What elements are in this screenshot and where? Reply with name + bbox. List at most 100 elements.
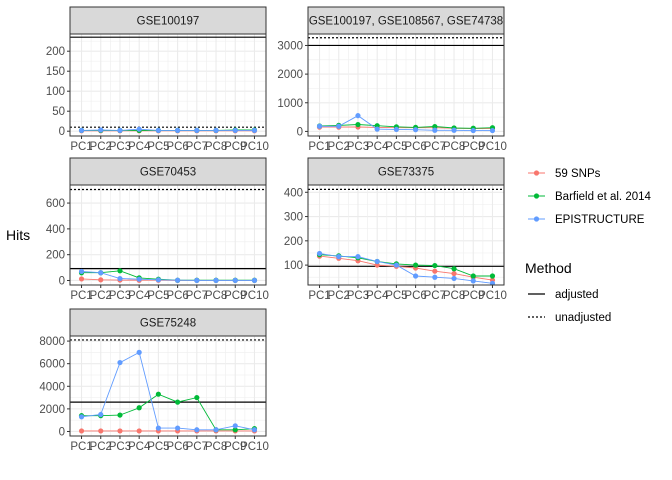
threshold-lines <box>308 188 504 267</box>
data-point <box>316 123 323 129</box>
data-point <box>155 127 161 133</box>
y-tick-label: 2000 <box>277 69 303 81</box>
legend-key-point <box>533 193 540 199</box>
x-tick-label: PC5 <box>147 290 169 302</box>
x-tick-label: PC2 <box>90 441 112 453</box>
legend-label: adjusted <box>555 289 598 301</box>
data-point <box>316 250 323 257</box>
data-point <box>194 394 200 401</box>
x-tick-label: PC3 <box>109 290 131 302</box>
y-tick-label: 4000 <box>39 381 65 393</box>
data-point <box>470 273 476 279</box>
data-point <box>232 423 238 429</box>
data-point <box>175 127 181 133</box>
y-tick-label: 1000 <box>277 98 303 110</box>
threshold-lines <box>70 339 266 403</box>
x-tick-label: PC8 <box>205 290 227 302</box>
legend-method-title: Method <box>525 260 572 276</box>
series-epistructure <box>78 126 258 133</box>
data-point <box>413 127 419 133</box>
data-point <box>355 113 361 119</box>
data-point <box>336 254 342 260</box>
y-tick-label: 300 <box>284 212 303 224</box>
x-tick-label: PC2 <box>90 141 112 153</box>
legend-label: 59 SNPs <box>555 168 601 180</box>
data-point <box>470 278 476 284</box>
data-point <box>213 127 219 133</box>
x-tick-label: PC6 <box>166 141 188 153</box>
data-point <box>413 262 419 268</box>
y-tick-label: 200 <box>46 250 65 262</box>
data-point <box>117 275 123 282</box>
data-point <box>432 274 438 280</box>
x-tick-label: PC10 <box>240 141 269 153</box>
x-tick-label: PC10 <box>478 290 507 302</box>
data-point <box>117 412 123 418</box>
x-tick-label: PC7 <box>424 141 446 153</box>
x-tick-label: PC6 <box>404 141 426 153</box>
x-tick-label: PC10 <box>478 141 507 153</box>
panels: GSE100197050100150200PC1PC2PC3PC4PC5PC6P… <box>39 6 507 453</box>
x-tick-label: PC2 <box>90 290 112 302</box>
data-point <box>336 123 342 129</box>
x-tick-label: PC3 <box>109 141 131 153</box>
x-tick-label: PC9 <box>462 141 484 153</box>
data-point <box>432 123 438 130</box>
y-tick-label: 6000 <box>39 359 65 371</box>
data-point <box>98 127 104 133</box>
series-line <box>81 351 255 431</box>
data-point <box>489 280 496 285</box>
facet-strip <box>69 157 267 186</box>
series-epistructure <box>316 250 496 285</box>
y-tick-label: 0 <box>297 126 303 138</box>
data-point <box>194 127 200 133</box>
x-tick-label: PC1 <box>70 141 92 153</box>
data-point <box>393 262 399 268</box>
x-tick-label: PC4 <box>366 141 389 153</box>
data-point <box>355 254 361 260</box>
legend-item-adjusted: adjusted <box>528 289 598 301</box>
x-tick-label: PC3 <box>347 290 369 302</box>
legend: 59 SNPs Barfield et al. 2014 EPISTRUCTURE M… <box>525 168 652 324</box>
x-tick-label: PC1 <box>70 441 92 453</box>
data-point <box>374 126 380 132</box>
x-tick-label: PC5 <box>385 141 407 153</box>
data-point <box>136 405 142 411</box>
y-tick-label: 3000 <box>277 40 303 52</box>
legend-item-unadjusted: unadjusted <box>528 312 611 324</box>
data-point <box>117 127 123 133</box>
threshold-lines <box>70 36 266 128</box>
x-tick-label: PC9 <box>224 441 246 453</box>
y-tick-label: 200 <box>46 46 65 58</box>
data-point <box>78 268 85 275</box>
x-tick-label: PC5 <box>147 441 169 453</box>
panel-1: GSE100197050100150200PC1PC2PC3PC4PC5PC6P… <box>46 6 269 153</box>
y-tick-label: 200 <box>284 236 303 248</box>
data-point <box>432 127 438 133</box>
data-point <box>451 275 457 282</box>
x-tick-label: PC7 <box>186 141 208 153</box>
x-tick-label: PC5 <box>147 141 169 153</box>
data-point <box>355 121 361 128</box>
y-tick-label: 2000 <box>39 404 65 416</box>
legend-key-point <box>533 170 540 176</box>
data-point <box>432 262 438 269</box>
y-tick-label: 0 <box>59 275 65 287</box>
data-point <box>78 276 85 282</box>
y-tick-label: 50 <box>52 106 65 118</box>
y-tick-label: 400 <box>284 187 303 199</box>
data-point <box>155 277 161 283</box>
x-tick-label: PC10 <box>240 290 269 302</box>
series-epistructure <box>78 268 258 283</box>
y-tick-label: 8000 <box>39 336 65 348</box>
x-tick-label: PC4 <box>128 141 151 153</box>
data-point <box>232 127 238 133</box>
y-tick-label: 150 <box>46 66 65 78</box>
x-tick-label: PC1 <box>308 141 330 153</box>
threshold-lines <box>308 37 504 47</box>
x-tick-label: PC4 <box>128 290 151 302</box>
legend-item-59-snps: 59 SNPs <box>528 168 601 180</box>
data-point <box>374 262 380 268</box>
x-tick-label: PC7 <box>186 290 208 302</box>
x-tick-label: PC1 <box>308 290 330 302</box>
